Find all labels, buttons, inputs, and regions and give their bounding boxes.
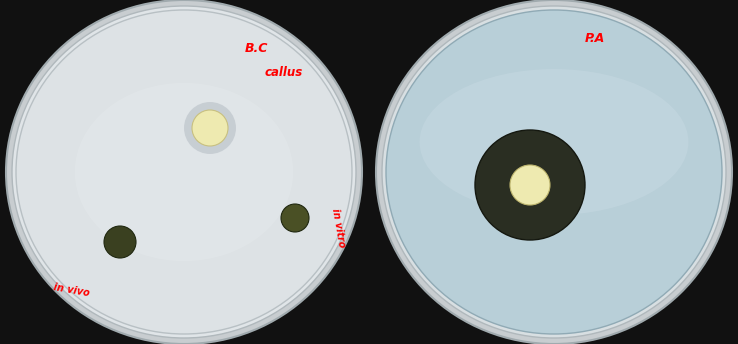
Text: B.C: B.C [245, 42, 269, 54]
Ellipse shape [420, 69, 689, 215]
Text: P.A: P.A [585, 32, 605, 44]
Circle shape [281, 204, 309, 232]
Circle shape [475, 130, 585, 240]
Text: in vitro: in vitro [330, 208, 346, 248]
Circle shape [192, 110, 228, 146]
Text: callus: callus [265, 65, 303, 78]
Ellipse shape [376, 0, 732, 344]
Circle shape [104, 226, 136, 258]
Ellipse shape [386, 10, 722, 334]
Text: in vivo: in vivo [53, 282, 91, 298]
Circle shape [184, 102, 236, 154]
Ellipse shape [382, 6, 726, 338]
Ellipse shape [75, 83, 293, 261]
Circle shape [510, 165, 550, 205]
Ellipse shape [12, 6, 356, 338]
Ellipse shape [6, 0, 362, 344]
Ellipse shape [16, 10, 352, 334]
